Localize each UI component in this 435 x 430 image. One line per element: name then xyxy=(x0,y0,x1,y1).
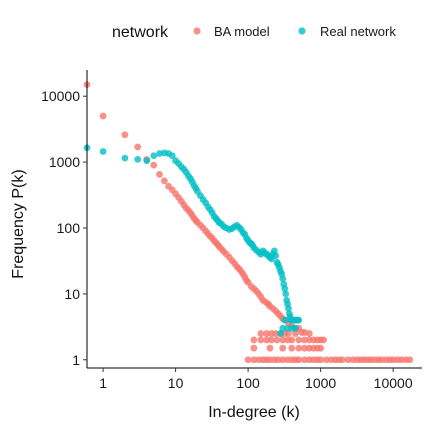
plot-points xyxy=(83,81,414,364)
point-ba-model-3 xyxy=(134,143,142,151)
point-real-network-2 xyxy=(121,154,129,162)
point-ba-model-83 xyxy=(268,336,275,344)
point-real-network-86 xyxy=(281,316,289,324)
point-ba-model-90 xyxy=(306,336,313,344)
point-ba-model-107 xyxy=(279,356,287,364)
point-ba-model-121 xyxy=(339,356,346,364)
point-real-network-85 xyxy=(277,330,284,337)
point-ba-model-94 xyxy=(272,330,280,337)
point-real-network-1 xyxy=(99,148,107,155)
point-real-network-3 xyxy=(134,155,142,163)
point-real-network-59 xyxy=(272,252,280,260)
y-tick-label-1: 10 xyxy=(64,286,80,302)
point-ba-model-91 xyxy=(257,330,265,337)
x-tick-label-4: 10000 xyxy=(374,375,413,391)
point-ba-model-97 xyxy=(285,330,292,337)
y-axis-ticks: 1 10 100 1000 10000 xyxy=(41,88,87,368)
x-axis-title: In-degree (k) xyxy=(208,404,300,421)
point-ba-model-75 xyxy=(301,344,308,352)
point-ba-model-87 xyxy=(288,336,296,344)
point-real-network-65 xyxy=(279,275,287,283)
point-ba-model-73 xyxy=(288,344,296,352)
point-ba-model-99 xyxy=(244,356,252,364)
legend-marker-ba-model xyxy=(193,27,201,35)
y-tick-label-4: 10000 xyxy=(41,88,80,104)
point-real-network-4 xyxy=(143,157,151,165)
legend-title: network xyxy=(112,24,169,41)
legend-label-real-network: Real network xyxy=(320,24,396,39)
y-tick-label-3: 1000 xyxy=(49,154,80,170)
x-tick-label-1: 10 xyxy=(168,375,184,391)
point-ba-model-65 xyxy=(306,330,313,337)
point-ba-model-116 xyxy=(317,356,325,364)
point-ba-model-7 xyxy=(160,177,168,185)
point-real-network-80 xyxy=(295,316,303,324)
legend: network BA model Real network xyxy=(112,24,396,41)
point-ba-model-74 xyxy=(295,344,303,352)
point-real-network-67 xyxy=(281,285,289,293)
legend-label-ba-model: BA model xyxy=(214,24,270,39)
point-ba-model-85 xyxy=(279,336,287,344)
legend-marker-real-network xyxy=(298,27,306,35)
point-ba-model-81 xyxy=(257,336,265,344)
point-ba-model-111 xyxy=(295,356,303,364)
point-ba-model-98 xyxy=(292,330,299,337)
point-real-network-81 xyxy=(279,324,287,332)
point-ba-model-72 xyxy=(279,344,287,352)
y-tick-label-2: 100 xyxy=(57,220,81,236)
x-axis-ticks: 1 10 100 1000 10000 xyxy=(99,368,413,391)
point-real-network-5 xyxy=(150,152,158,160)
point-ba-model-1 xyxy=(99,112,107,120)
point-ba-model-84 xyxy=(273,336,281,344)
point-ba-model-82 xyxy=(263,336,271,344)
point-ba-model-70 xyxy=(250,344,258,352)
point-ba-model-112 xyxy=(301,356,308,364)
point-ba-model-80 xyxy=(250,336,258,344)
x-tick-label-3: 1000 xyxy=(305,375,336,391)
point-ba-model-69 xyxy=(320,336,328,344)
point-ba-model-2 xyxy=(121,131,129,139)
point-real-network-71 xyxy=(285,305,292,312)
x-tick-label-2: 100 xyxy=(236,375,260,391)
point-ba-model-5 xyxy=(150,161,158,169)
y-axis-title: Frequency P(k) xyxy=(10,169,27,278)
point-ba-model-71 xyxy=(266,344,274,352)
point-ba-model-100 xyxy=(250,356,258,364)
y-tick-label-0: 1 xyxy=(72,352,80,368)
point-ba-model-117 xyxy=(322,356,330,364)
point-real-network-84 xyxy=(292,324,299,332)
point-ba-model-138 xyxy=(406,356,414,364)
x-tick-label-0: 1 xyxy=(99,375,107,391)
point-ba-model-6 xyxy=(156,171,163,178)
point-ba-model-92 xyxy=(263,330,271,337)
point-real-network-9 xyxy=(168,152,176,160)
point-ba-model-79 xyxy=(317,344,325,352)
point-ba-model-122 xyxy=(344,356,352,364)
point-ba-model-88 xyxy=(295,336,303,344)
point-real-network-68 xyxy=(282,290,290,298)
point-ba-model-89 xyxy=(301,336,308,344)
